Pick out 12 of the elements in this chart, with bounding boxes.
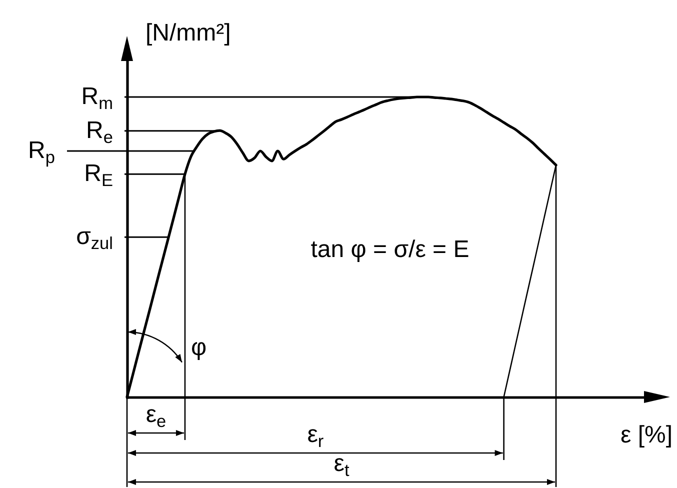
ref-line-label: R$_{e}$ <box>86 116 113 147</box>
text: ε$_{e}$ <box>146 401 166 431</box>
text: ε$_{t}$ <box>334 450 350 480</box>
text: ε$_{r}$ <box>307 421 324 451</box>
annotation: tan φ = σ/ε = E <box>310 236 470 263</box>
ref-line-label: R$_{m}$ <box>81 83 113 113</box>
ref-line-label: σ$_{zul}$ <box>76 223 113 253</box>
ref-line-label: R$_{E}$ <box>84 160 113 190</box>
y-axis-title: [N/mm²] <box>146 20 231 46</box>
x-axis-title: ε [%] <box>620 422 672 448</box>
ref-line-label: R$_{p}$ <box>28 137 55 167</box>
annotation: φ <box>190 334 207 361</box>
